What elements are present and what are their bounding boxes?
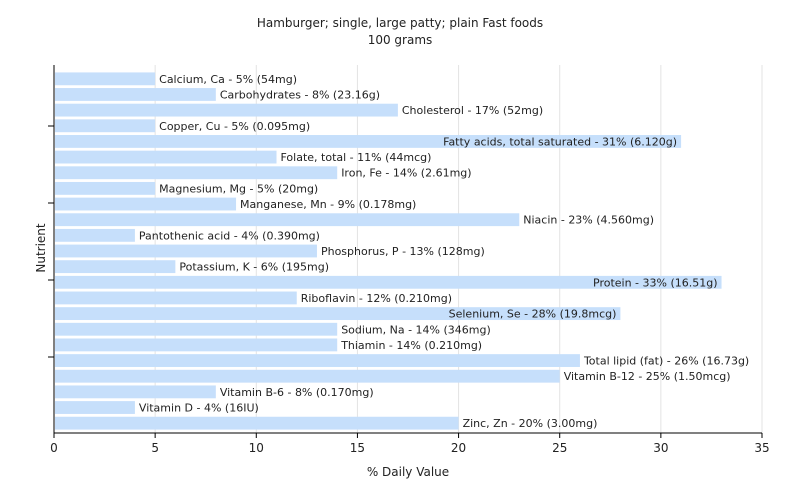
- bar: [55, 197, 237, 211]
- bar-label: Phosphorus, P - 13% (128mg): [321, 245, 485, 258]
- x-tick-label: 5: [151, 441, 159, 455]
- bar: [55, 181, 156, 195]
- bar: [55, 401, 135, 414]
- x-tick-label: 10: [249, 441, 264, 455]
- bar-label: Iron, Fe - 14% (2.61mg): [341, 167, 471, 180]
- bar-label: Calcium, Ca - 5% (54mg): [159, 73, 297, 86]
- bars: Calcium, Ca - 5% (54mg) Carbohydrates - 8…: [55, 72, 749, 430]
- bar-label: Magnesium, Mg - 5% (20mg): [159, 182, 318, 195]
- x-tick-label: 20: [451, 441, 466, 455]
- bar: [55, 213, 520, 227]
- bar-label: Riboflavin - 12% (0.210mg): [301, 292, 452, 305]
- bar: [55, 307, 621, 321]
- bar-label: Total lipid (fat) - 26% (16.73g): [583, 355, 749, 368]
- bar: [55, 166, 338, 180]
- bar: [55, 385, 216, 399]
- bar-label: Cholesterol - 17% (52mg): [402, 104, 543, 117]
- x-tick-label: 0: [50, 441, 58, 455]
- bar: [55, 338, 338, 352]
- bar: [55, 135, 682, 148]
- bar-label: Pantothenic acid - 4% (0.390mg): [139, 229, 320, 242]
- bar-label: Zinc, Zn - 20% (3.00mg): [463, 417, 598, 430]
- x-tick-label: 25: [552, 441, 567, 455]
- x-tick-label: 30: [653, 441, 668, 455]
- axes: 0 5 10 15 20 25 30 35: [48, 65, 770, 455]
- bar-label: Manganese, Mn - 9% (0.178mg): [240, 198, 416, 211]
- bar-label: Protein - 33% (16.51g): [593, 276, 718, 289]
- bar-label: Niacin - 23% (4.560mg): [523, 214, 654, 227]
- bar: [55, 416, 459, 430]
- bar-label: Selenium, Se - 28% (19.8mcg): [449, 308, 617, 321]
- bar-label: Fatty acids, total saturated - 31% (6.12…: [443, 135, 677, 148]
- bar-label: Folate, total - 11% (44mcg): [281, 151, 432, 164]
- bar: [55, 72, 156, 86]
- bar-label: Sodium, Na - 14% (346mg): [341, 323, 491, 336]
- chart-subtitle: 100 grams: [368, 33, 433, 47]
- bar: [55, 103, 398, 117]
- bar: [55, 369, 560, 383]
- x-tick-label: 35: [754, 441, 769, 455]
- bar-label: Vitamin B-6 - 8% (0.170mg): [220, 386, 374, 399]
- bar: [55, 88, 216, 101]
- bar: [55, 244, 317, 258]
- gridlines: [154, 65, 763, 433]
- bar: [55, 260, 176, 274]
- bar-label: Copper, Cu - 5% (0.095mg): [159, 120, 310, 133]
- bar-label: Carbohydrates - 8% (23.16g): [220, 88, 380, 101]
- bar: [55, 150, 277, 164]
- x-axis-label: % Daily Value: [367, 465, 449, 479]
- bar: [55, 291, 297, 305]
- bar: [55, 228, 135, 242]
- bar: [55, 119, 156, 133]
- bar: [55, 354, 580, 367]
- bar: [55, 275, 722, 289]
- chart-title: Hamburger; single, large patty; plain Fa…: [257, 16, 543, 30]
- x-tick-label: 15: [350, 441, 365, 455]
- bar-label: Vitamin B-12 - 25% (1.50mcg): [564, 370, 731, 383]
- bar-label: Vitamin D - 4% (16IU): [139, 402, 259, 415]
- bar: [55, 322, 338, 336]
- bar-label: Potassium, K - 6% (195mg): [179, 261, 329, 274]
- bar-label: Thiamin - 14% (0.210mg): [340, 339, 482, 352]
- y-axis-label: Nutrient: [34, 223, 48, 273]
